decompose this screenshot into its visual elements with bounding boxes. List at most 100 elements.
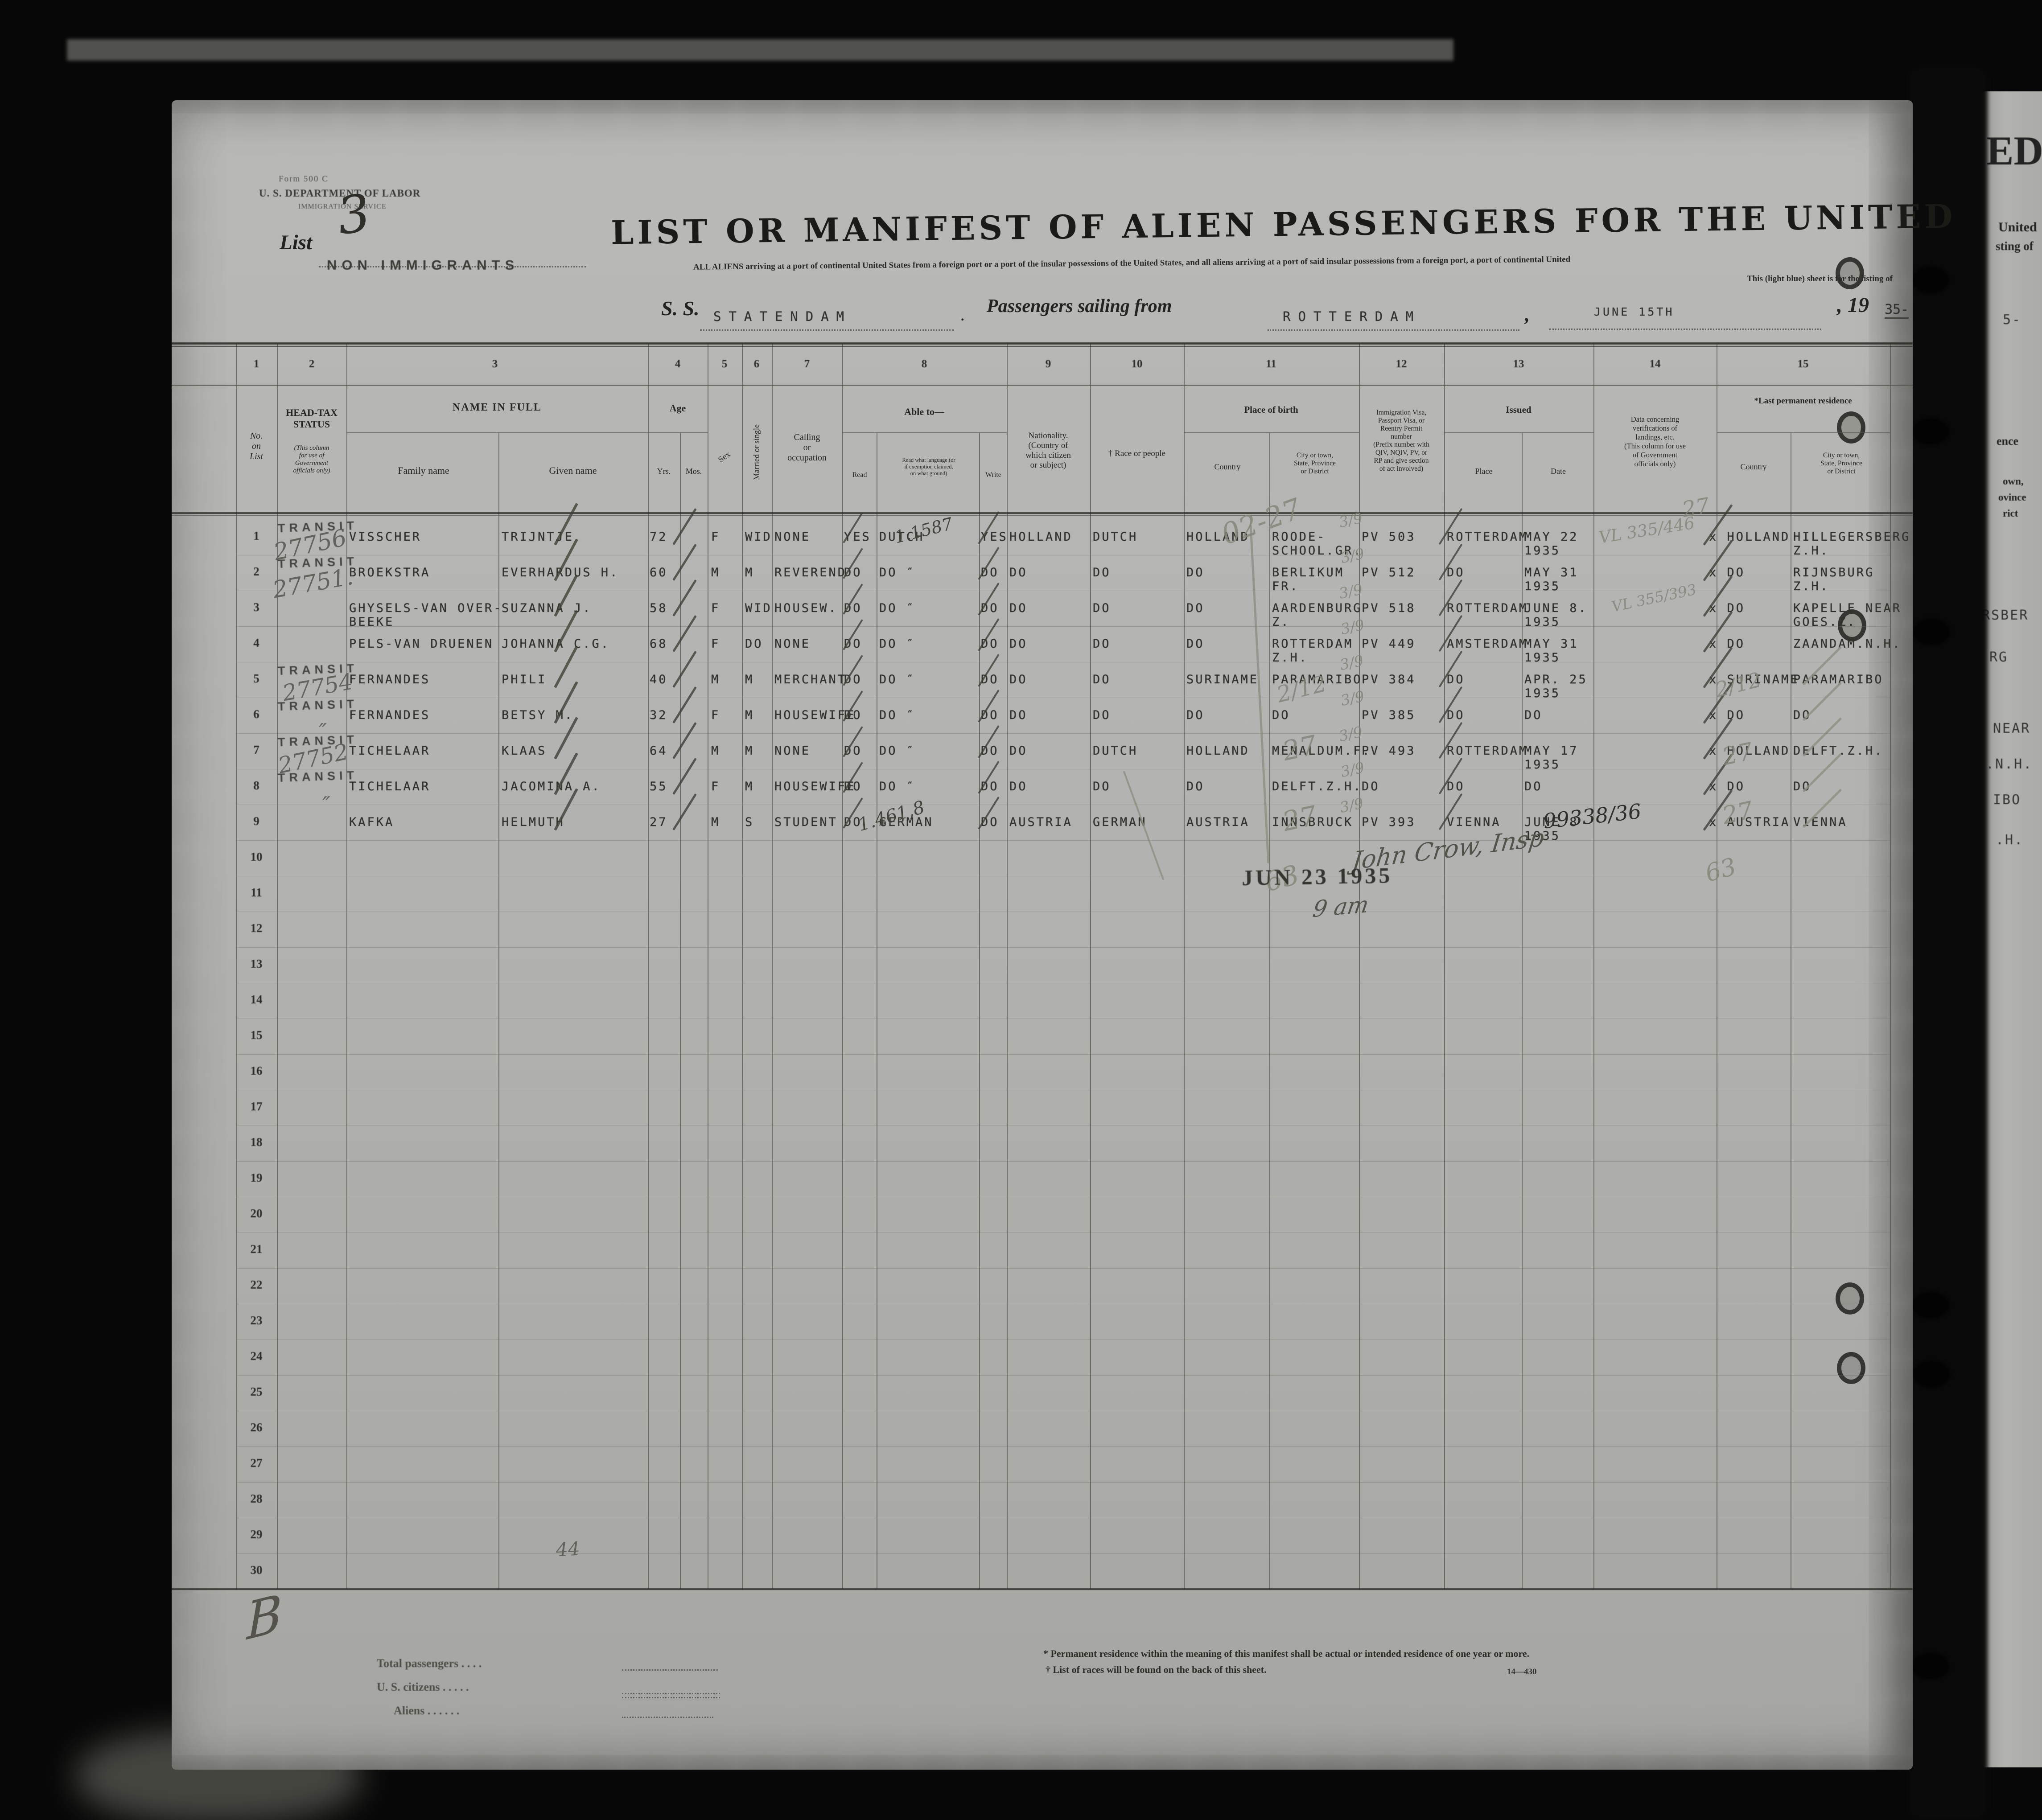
cell-family: BROEKSTRA [349, 566, 431, 579]
row-number: 19 [250, 1171, 263, 1184]
next-page-sliver: ED United sting of 5- ence own, ovince rict RSBE… [1980, 91, 2042, 1767]
column-number: 15 [1797, 358, 1809, 370]
grid-vline [346, 343, 347, 1589]
tick-mark [1438, 579, 1462, 616]
binding-hole [1913, 1293, 1948, 1318]
cell-rc: x HOLLAND [1709, 530, 1791, 544]
header-residence-city: City or town, State, Province or Distric… [1820, 452, 1862, 475]
cell-mar: M [745, 744, 754, 758]
cell-given: JACOMINA A. [502, 780, 601, 793]
table-row: 10 [172, 840, 1913, 876]
table-row: 20 [172, 1197, 1913, 1233]
handwritten-note: 27 [1280, 729, 1320, 768]
cell-sex: F [711, 708, 720, 722]
row-number: 20 [250, 1207, 263, 1220]
next-page-fragment: United [1998, 220, 2037, 234]
ship-name-line [700, 329, 954, 331]
page-binding-shadow [1909, 67, 1988, 1820]
tick-mark [672, 722, 697, 760]
column-number: 6 [753, 358, 760, 370]
table-row: 5 TRANSIT FERNANDES PHILI 40 M M MERCHANT DO DO ″… [172, 661, 1913, 700]
grid-subline [648, 432, 708, 433]
cell-ip: VIENNA [1447, 815, 1501, 829]
row-line [236, 947, 1890, 948]
cell-sex: M [711, 815, 720, 829]
tick-mark [1438, 793, 1462, 830]
list-label: List [280, 231, 313, 254]
next-page-fragment: RSBER [1982, 608, 2029, 623]
row-number: 28 [250, 1492, 263, 1505]
grid-subvline [1269, 432, 1270, 1589]
grid-subvline [680, 432, 681, 1589]
column-number: 4 [675, 358, 681, 370]
tick-mark [843, 726, 863, 757]
tick-mark [1802, 753, 1842, 793]
cell-call: HOUSEW. [774, 601, 838, 615]
cell-idate: DO [1524, 780, 1543, 793]
tick-mark [553, 503, 578, 546]
cell-visa: PV 393 [1362, 815, 1416, 829]
cell-given: PHILI [502, 673, 547, 686]
table-row: 3 GHYSELS-VAN OVER- BEEKE SUZANNA J. 58 F WID H… [172, 591, 1913, 629]
column-number: 3 [492, 358, 498, 370]
tick-mark [553, 610, 578, 653]
port-name: ROTTERDAM [1283, 309, 1421, 324]
grid-subline [1717, 432, 1890, 433]
cell-visa: DO [1362, 780, 1380, 793]
cell-rc: x SURINAME [1709, 673, 1799, 686]
grid-vline [236, 343, 237, 1589]
row-number: 23 [250, 1314, 263, 1327]
tick-mark [1438, 686, 1462, 723]
table-row: 17 [172, 1090, 1913, 1126]
cell-sex: M [711, 673, 720, 686]
grid-vline [1444, 343, 1445, 1589]
row-line [236, 733, 1890, 734]
manifest-page: Form 500 C U. S. DEPARTMENT OF LABOR IMM… [172, 100, 1956, 1770]
handwritten-note: 3/9 [1337, 723, 1364, 745]
cell-rc: x AUSTRIA [1709, 815, 1791, 829]
service-label: IMMIGRATION SERVICE [298, 203, 387, 210]
cell-bcity: BERLIKUM FR. [1272, 566, 1345, 593]
tick-mark [672, 579, 697, 617]
table-row: 7 TRANSIT TICHELAAR KLAAS 64 M M NONE DO DO ″ DO DO… [172, 733, 1913, 772]
tick-mark [672, 508, 697, 546]
cell-sex: F [711, 530, 720, 544]
cell-yrs: 32 [650, 708, 668, 722]
cell-yrs: 40 [650, 673, 668, 686]
tick-mark [1802, 646, 1842, 686]
grid-subline [842, 432, 1007, 433]
header-no-on-list: No. on List [249, 431, 263, 461]
cell-bc: AUSTRIA [1186, 815, 1250, 829]
year-typed: 35- [1885, 302, 1909, 319]
handwritten-note: B [247, 1583, 282, 1652]
tick-mark [977, 725, 1000, 759]
next-page-fragment: ence [1997, 435, 2019, 448]
tick-mark [672, 793, 697, 831]
list-number-line [319, 266, 586, 267]
grid-subline [1184, 432, 1359, 433]
cell-bcity: DELFT.Z.H. [1272, 780, 1363, 793]
grid-vline [1359, 343, 1360, 1589]
cell-yrs: 72 [650, 530, 668, 544]
cell-race: DO [1093, 708, 1111, 722]
handwritten-note: 3/9 [1337, 580, 1364, 603]
header-issued-place: Place [1475, 467, 1493, 476]
cell-rc: x DO [1709, 637, 1746, 651]
cell-nat: AUSTRIA [1009, 815, 1073, 829]
cell-nat: DO [1009, 601, 1028, 615]
cell-ip: DO [1447, 708, 1465, 722]
cell-visa: PV 512 [1362, 566, 1416, 579]
cell-idate: DO [1524, 708, 1543, 722]
table-row: 29 [172, 1518, 1913, 1553]
tick-mark [843, 655, 863, 686]
next-page-fragment: rict [2003, 508, 2018, 519]
cell-bc: SURINAME [1186, 673, 1259, 686]
row-line [236, 840, 1890, 841]
cell-yrs: 55 [650, 780, 668, 793]
grid-vline [648, 343, 649, 1589]
tick-mark [977, 760, 1000, 794]
port-line [1268, 329, 1519, 331]
table-row: 19 [172, 1161, 1913, 1197]
tick-mark [1703, 575, 1733, 617]
tick-mark [672, 650, 697, 688]
